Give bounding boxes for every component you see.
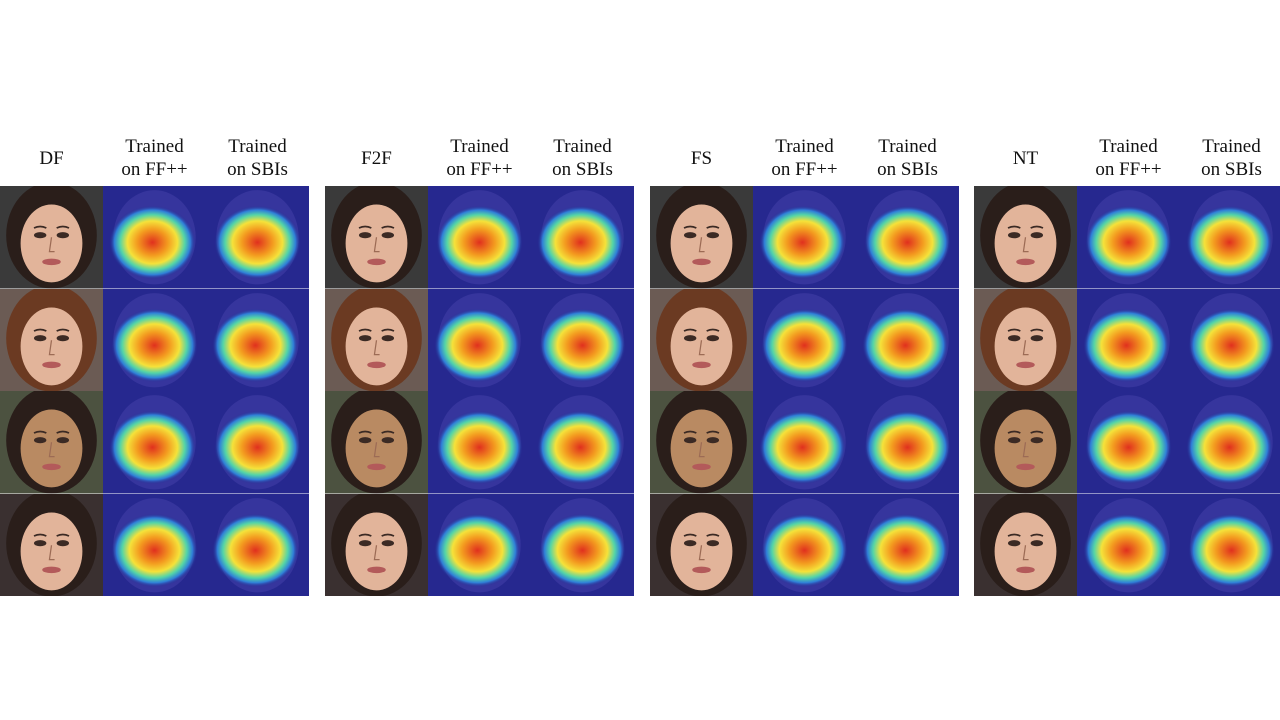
heatmap-ffpp	[753, 288, 856, 391]
heatmap-sbi	[856, 391, 959, 494]
face-photo	[650, 493, 753, 596]
method-label: F2F	[361, 147, 392, 169]
heatmap-ffpp	[428, 288, 531, 391]
heatmap-sbi	[206, 186, 309, 289]
face-photo	[974, 288, 1077, 391]
group-fs: FS Trained on FF++ Trained on SBIs	[650, 130, 960, 600]
image-grid	[974, 186, 1280, 596]
face-photo	[974, 391, 1077, 494]
face-photo	[650, 288, 753, 391]
method-label: FS	[690, 147, 713, 169]
heatmap-sbi	[531, 186, 634, 289]
group-nt: NT Trained on FF++ Trained on SBIs	[974, 130, 1280, 600]
heatmap-sbi	[531, 391, 634, 494]
heatmap-ffpp	[428, 186, 531, 289]
image-grid	[650, 186, 959, 596]
heatmap-ffpp	[1077, 391, 1180, 494]
face-photo	[0, 493, 103, 596]
heatmap-sbi	[531, 288, 634, 391]
group-df: DF Trained on FF++ Trained on SBIs	[0, 130, 310, 600]
column-header-ffpp: Trained on FF++	[1095, 136, 1162, 180]
heatmap-ffpp	[753, 493, 856, 596]
heatmap-sbi	[856, 186, 959, 289]
image-grid	[0, 186, 309, 596]
heatmap-sbi	[206, 391, 309, 494]
heatmap-sbi	[856, 288, 959, 391]
face-photo	[974, 493, 1077, 596]
column-header-ffpp: Trained on FF++	[121, 136, 188, 180]
heatmap-ffpp	[103, 186, 206, 289]
heatmap-ffpp	[103, 288, 206, 391]
heatmap-ffpp	[753, 391, 856, 494]
face-photo	[0, 288, 103, 391]
method-label: DF	[39, 147, 64, 169]
column-header-ffpp: Trained on FF++	[771, 136, 838, 180]
heatmap-sbi	[856, 493, 959, 596]
column-header-sbi: Trained on SBIs	[877, 136, 938, 180]
face-photo	[325, 493, 428, 596]
heatmap-sbi	[206, 493, 309, 596]
heatmap-ffpp	[103, 391, 206, 494]
heatmap-ffpp	[1077, 186, 1180, 289]
face-photo	[325, 391, 428, 494]
column-header-sbi: Trained on SBIs	[1201, 136, 1262, 180]
heatmap-ffpp	[103, 493, 206, 596]
heatmap-sbi	[1180, 391, 1280, 494]
column-header-sbi: Trained on SBIs	[552, 136, 613, 180]
face-photo	[650, 391, 753, 494]
heatmap-sbi	[1180, 493, 1280, 596]
heatmap-ffpp	[1077, 493, 1180, 596]
image-grid	[325, 186, 634, 596]
heatmap-sbi	[531, 493, 634, 596]
face-photo	[974, 186, 1077, 289]
heatmap-sbi	[1180, 288, 1280, 391]
group-f2f: F2F Trained on FF++ Trained on SBIs	[325, 130, 635, 600]
face-photo	[325, 186, 428, 289]
heatmap-sbi	[206, 288, 309, 391]
column-header-sbi: Trained on SBIs	[227, 136, 288, 180]
face-photo	[0, 186, 103, 289]
heatmap-ffpp	[1077, 288, 1180, 391]
method-label: NT	[1012, 147, 1039, 169]
face-photo	[325, 288, 428, 391]
heatmap-ffpp	[428, 391, 531, 494]
face-photo	[0, 391, 103, 494]
heatmap-ffpp	[753, 186, 856, 289]
heatmap-ffpp	[428, 493, 531, 596]
heatmap-sbi	[1180, 186, 1280, 289]
face-photo	[650, 186, 753, 289]
column-header-ffpp: Trained on FF++	[446, 136, 513, 180]
